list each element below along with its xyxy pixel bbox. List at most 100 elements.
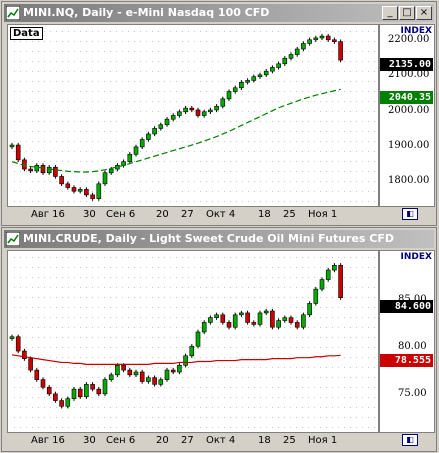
nq-candle	[332, 39, 337, 42]
crude-candle	[77, 388, 83, 398]
crude-x-tick: Окт 4	[206, 435, 236, 446]
nq-candle	[133, 146, 139, 155]
crude-candle	[15, 336, 21, 352]
crude-candle	[226, 322, 232, 328]
nq-scroll-nav-icon[interactable]: ◧	[402, 208, 418, 220]
chart-app-icon	[6, 6, 20, 20]
nq-candle	[96, 183, 102, 199]
nq-candle	[226, 91, 232, 100]
nq-candle	[84, 189, 89, 196]
crude-x-tick: Авг 16	[31, 435, 65, 446]
crude-candle	[214, 314, 219, 318]
crude-candle	[96, 388, 102, 395]
nq-candle	[177, 111, 182, 116]
nq-y-tick: 1900.00	[388, 140, 430, 151]
nq-candle	[294, 48, 300, 55]
nq-candle	[158, 124, 164, 129]
nq-candle	[270, 67, 275, 72]
nq-x-tick: 18	[258, 209, 271, 220]
nq-close-button[interactable]: ×	[416, 6, 432, 20]
nq-title-bar[interactable]: MINI.NQ, Daily - e-Mini Nasdaq 100 CFD _…	[4, 4, 434, 22]
crude-candle	[239, 312, 244, 316]
nq-candle	[257, 74, 263, 78]
crude-candle	[263, 310, 269, 314]
crude-price-axis: INDEX 85.00 80.00 75.00 84.600 78.555	[379, 250, 435, 433]
crude-candle	[325, 269, 331, 280]
nq-candle	[40, 165, 46, 174]
crude-chart-window: MINI.CRUDE, Daily - Light Sweet Crude Oi…	[1, 227, 437, 452]
nq-candle	[245, 80, 250, 83]
nq-last-price-tag: 2135.00	[380, 58, 433, 71]
crude-candle	[245, 312, 250, 323]
crude-last-price-tag: 84.600	[380, 300, 433, 313]
crude-candle	[59, 400, 64, 407]
crude-ma-value-tag: 78.555	[380, 354, 433, 367]
crude-scale-label: INDEX	[400, 252, 432, 262]
crude-candle	[108, 374, 114, 380]
crude-candles-svg	[9, 257, 375, 428]
crude-candle	[152, 377, 157, 385]
crude-candle	[319, 279, 325, 290]
nq-moving-average-line	[11, 88, 341, 173]
crude-candle	[65, 398, 71, 407]
crude-candle	[195, 331, 201, 347]
nq-y-tick: 1800.00	[388, 175, 430, 186]
crude-y-tick: 75.00	[398, 388, 427, 399]
nq-candle	[152, 128, 157, 135]
crude-y-tick: 85.00	[398, 294, 427, 305]
nq-x-tick: Сен 6	[106, 209, 136, 220]
crude-x-tick: 25	[283, 435, 296, 446]
crude-candle	[251, 322, 257, 325]
crude-x-tick: 20	[156, 435, 169, 446]
crude-candle	[22, 350, 27, 359]
nq-candle	[77, 189, 83, 192]
nq-candle	[276, 63, 281, 68]
nq-candle	[127, 153, 133, 162]
crude-candle	[53, 393, 58, 401]
crude-candle	[133, 371, 139, 376]
nq-candle	[139, 139, 145, 148]
crude-candle	[189, 345, 195, 357]
nq-candle	[146, 133, 151, 140]
nq-candle	[15, 144, 21, 161]
crude-candle	[28, 358, 33, 371]
crude-y-tick: 80.00	[398, 341, 427, 352]
nq-candle	[90, 194, 95, 199]
nq-candle	[214, 105, 219, 111]
nq-minimize-button[interactable]: _	[382, 6, 398, 20]
crude-candle	[84, 384, 89, 398]
crude-candle	[90, 384, 95, 390]
nq-candle	[195, 109, 201, 116]
nq-x-tick: Окт 4	[206, 209, 236, 220]
nq-candle	[65, 183, 71, 188]
crude-candle	[102, 379, 108, 395]
crude-candle	[201, 322, 207, 333]
nq-candle	[189, 107, 195, 111]
nq-candle	[288, 54, 294, 59]
crude-time-axis: Авг 16 30 Сен 6 20 27 Окт 4 18 25 Ноя 1	[7, 433, 379, 449]
nq-candles-svg	[9, 31, 375, 202]
crude-plot-area[interactable]	[7, 250, 379, 433]
crude-candle	[9, 336, 15, 339]
crude-candle	[146, 377, 151, 382]
nq-candle	[282, 57, 288, 65]
crude-x-tick: Ноя 1	[308, 435, 338, 446]
crude-x-tick: 30	[83, 435, 96, 446]
nq-x-tick: Авг 16	[31, 209, 65, 220]
nq-candle	[9, 144, 15, 148]
nq-plot-area[interactable]: Data	[7, 24, 379, 207]
crude-candle	[232, 314, 238, 328]
nq-ma-value-tag: 2040.35	[380, 91, 433, 104]
nq-candle	[325, 35, 331, 41]
crude-candle	[294, 322, 300, 328]
crude-candle	[307, 303, 312, 316]
crude-title-bar[interactable]: MINI.CRUDE, Daily - Light Sweet Crude Oi…	[4, 230, 434, 248]
nq-maximize-button[interactable]: □	[399, 6, 415, 20]
crude-candle	[115, 365, 120, 376]
crude-candle	[332, 264, 337, 271]
crude-moving-average-line	[11, 354, 341, 365]
crude-candle	[257, 312, 263, 325]
crude-scroll-nav-icon[interactable]: ◧	[402, 434, 418, 446]
nq-candle	[239, 81, 244, 89]
nq-candle	[301, 43, 306, 50]
